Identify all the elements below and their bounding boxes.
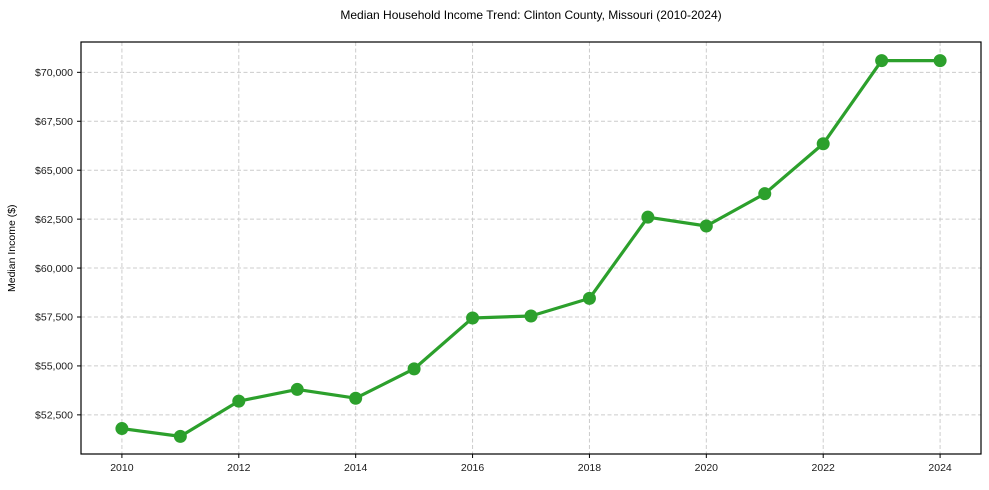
y-tick-label: $55,000 bbox=[35, 361, 73, 373]
y-tick-label: $62,500 bbox=[35, 214, 73, 226]
y-tick-label: $57,500 bbox=[35, 312, 73, 324]
data-point-2013 bbox=[290, 382, 304, 396]
data-point-2020 bbox=[699, 219, 713, 233]
x-tick-label: 2024 bbox=[928, 462, 952, 474]
data-point-2018 bbox=[582, 291, 596, 305]
data-point-2021 bbox=[758, 187, 772, 201]
data-point-2012 bbox=[232, 394, 246, 408]
x-tick-label: 2022 bbox=[812, 462, 836, 474]
data-point-2014 bbox=[349, 391, 363, 405]
data-point-2024 bbox=[933, 54, 947, 68]
y-tick-label: $60,000 bbox=[35, 263, 73, 275]
trend-line bbox=[120, 58, 942, 438]
data-point-2016 bbox=[466, 311, 480, 325]
x-tick-label: 2010 bbox=[110, 462, 134, 474]
data-point-2022 bbox=[816, 137, 830, 151]
x-tick-label: 2012 bbox=[227, 462, 251, 474]
data-point-2015 bbox=[407, 362, 421, 376]
data-point-2019 bbox=[641, 210, 655, 224]
data-point-2023 bbox=[875, 54, 889, 68]
x-tick-label: 2020 bbox=[695, 462, 719, 474]
y-tick-label: $52,500 bbox=[35, 410, 73, 422]
y-tick-label: $70,000 bbox=[35, 67, 73, 79]
plot-border bbox=[80, 41, 982, 455]
y-tick-label: $65,000 bbox=[35, 165, 73, 177]
data-point-2011 bbox=[173, 429, 187, 443]
x-tick-label: 2016 bbox=[461, 462, 485, 474]
chart-title: Median Household Income Trend: Clinton C… bbox=[340, 8, 722, 22]
data-point-2010 bbox=[115, 422, 129, 436]
x-tick-label: 2018 bbox=[578, 462, 602, 474]
y-tick-label: $67,500 bbox=[35, 116, 73, 128]
data-point-2017 bbox=[524, 309, 538, 323]
x-tick-label: 2014 bbox=[344, 462, 368, 474]
